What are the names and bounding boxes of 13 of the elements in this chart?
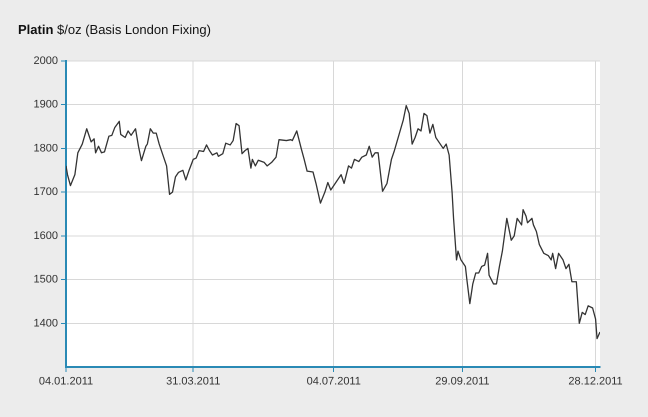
chart-title: Platin $/oz (Basis London Fixing): [18, 22, 211, 37]
x-tick-label: 28.12.2011: [568, 376, 623, 388]
y-tick-label: 1600: [34, 230, 58, 242]
x-tick-label: 04.01.2011: [38, 376, 94, 388]
x-tick-label: 31.03.2011: [166, 376, 220, 388]
y-tick-label: 1700: [34, 186, 58, 198]
y-tick-label: 1800: [34, 142, 58, 154]
y-tick-label: 1400: [34, 317, 58, 330]
y-tick-label: 1500: [34, 274, 58, 286]
x-tick-label: 04.07.2011: [306, 376, 361, 388]
y-tick-label: 1900: [34, 98, 58, 111]
y-tick-label: 2000: [34, 55, 58, 68]
x-tick-label: 29.09.2011: [435, 376, 490, 388]
